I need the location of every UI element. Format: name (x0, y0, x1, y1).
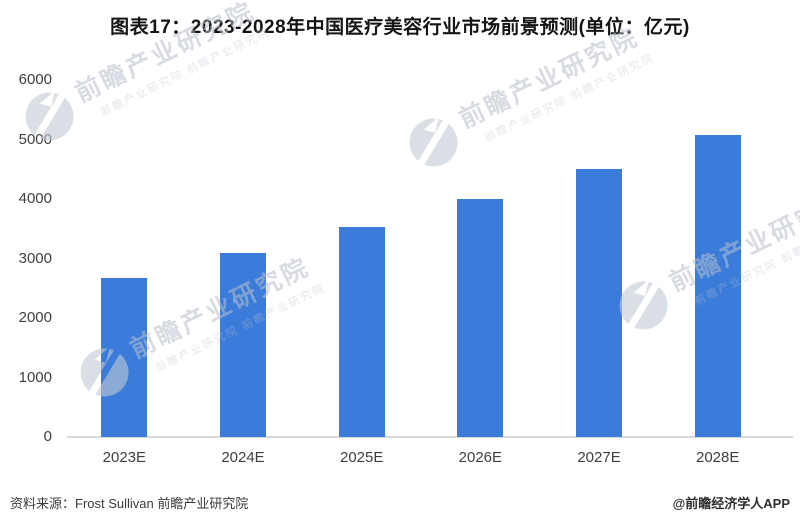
y-axis-label: 3000 (18, 249, 52, 267)
x-axis-label: 2023E (102, 449, 147, 466)
chart-title: 图表17：2023-2028年中国医疗美容行业市场前景预测(单位：亿元) (110, 17, 690, 38)
bar-2027E (576, 168, 623, 437)
bar-slot (184, 80, 303, 437)
y-axis: 6000 5000 4000 3000 2000 1000 0 (0, 72, 52, 445)
bar-slot (540, 80, 659, 437)
bar-2025E (338, 227, 385, 437)
x-axis-label: 2025E (339, 449, 384, 466)
y-axis-label: 5000 (18, 130, 52, 148)
plot-area (65, 80, 777, 437)
bar-2028E (694, 135, 741, 437)
x-axis-label: 2024E (221, 449, 265, 466)
bar-slot (658, 80, 777, 437)
bar-2024E (220, 252, 266, 437)
bar-slot (302, 80, 421, 437)
footer: 资料来源：Frost Sullivan 前瞻产业研究院 @前瞻经济学人APP (10, 493, 790, 512)
bar-slot (421, 80, 540, 437)
y-axis-label: 1000 (18, 368, 52, 386)
x-axis-label: 2028E (696, 449, 740, 466)
x-axis-label: 2027E (577, 449, 621, 466)
x-axis-line (67, 436, 793, 438)
y-axis-label: 4000 (18, 190, 52, 207)
x-axis-label: 2026E (458, 449, 503, 466)
source-text: 资料来源：Frost Sullivan 前瞻产业研究院 (10, 496, 249, 511)
credit-text: @前瞻经济学人APP (672, 496, 790, 511)
y-axis-label: 6000 (18, 71, 52, 88)
bar-2023E (101, 278, 148, 437)
y-axis-label: 0 (43, 428, 52, 445)
bar-slot (65, 80, 184, 437)
y-axis-label: 2000 (18, 309, 52, 326)
bar-2026E (457, 199, 504, 437)
x-axis: 2023E 2024E 2025E 2026E 2027E 2028E (65, 449, 777, 467)
